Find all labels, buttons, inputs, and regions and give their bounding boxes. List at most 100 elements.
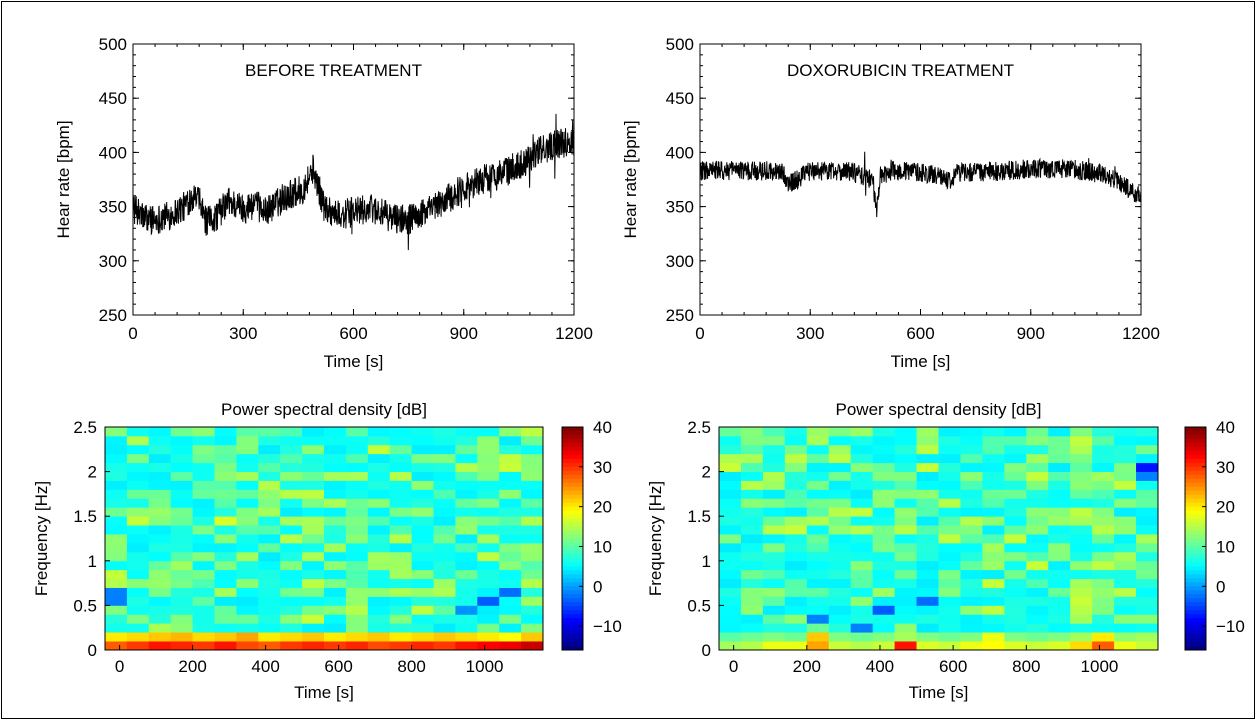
- heatmap-2-cell: [872, 534, 895, 544]
- heatmap-1-cell: [499, 614, 522, 624]
- heatmap-1-cell: [411, 614, 434, 624]
- heatmap-1-cell: [345, 632, 369, 642]
- heatmap-1-cell: [411, 641, 434, 651]
- heatmap-2-cell: [1136, 489, 1159, 499]
- heatmap-2-cell: [872, 444, 895, 455]
- heatmap-1-cell: [367, 435, 391, 446]
- heatmap-1-cell: [192, 525, 215, 535]
- heatmap-2-cell: [916, 587, 939, 597]
- line-chart-2-xtick-label: 600: [906, 324, 934, 343]
- heatmap-2-xtick-label: 1000: [1081, 657, 1119, 676]
- heatmap-1-cell: [302, 507, 325, 517]
- heatmap-1-cell: [345, 525, 369, 535]
- heatmap-2-cell: [982, 560, 1005, 571]
- heatmap-1-colorbar-step: [562, 642, 583, 647]
- heatmap-1-cell: [477, 578, 500, 588]
- heatmap-1-cell: [280, 453, 303, 464]
- heatmap-1-ylabel: Frequency [Hz]: [32, 481, 51, 596]
- heatmap-1-cell: [455, 542, 478, 553]
- heatmap-2-colorbar-step: [1185, 530, 1206, 536]
- heatmap-1-cell: [324, 453, 347, 464]
- heatmap-2-cell: [894, 560, 917, 571]
- heatmap-2-cell: [1114, 605, 1137, 615]
- heatmap-1-cell: [389, 435, 412, 446]
- heatmap-1-cell: [477, 489, 500, 499]
- heatmap-2-colorbar-step: [1185, 438, 1206, 444]
- heatmap-2-cell: [1048, 498, 1071, 508]
- heatmap-2-cell: [1026, 507, 1049, 517]
- heatmap-2-cell: [828, 516, 852, 526]
- heatmap-1-cell: [433, 462, 456, 472]
- heatmap-2-cell: [938, 542, 961, 553]
- heatmap-2-colorbar-step: [1185, 634, 1206, 639]
- heatmap-1-cell: [433, 480, 456, 490]
- heatmap-2-cell: [806, 623, 830, 633]
- heatmap-2-cell: [1026, 587, 1049, 597]
- heatmap-2-cell: [1048, 605, 1071, 615]
- heatmap-1-cell: [148, 480, 172, 490]
- heatmap-2-cell: [762, 569, 786, 580]
- heatmap-1-cell: [236, 525, 259, 535]
- heatmap-2-cell: [894, 542, 917, 553]
- heatmap-2-cell: [872, 569, 895, 580]
- heatmap-1-cell: [236, 498, 259, 508]
- heatmap-2-cell: [850, 516, 874, 526]
- heatmap-1-cell: [433, 614, 456, 624]
- heatmap-2-cell: [1092, 614, 1115, 624]
- heatmap-2-colorbar-label: 30: [1216, 458, 1235, 477]
- heatmap-1-cell: [280, 435, 303, 446]
- heatmap-2-xlabel: Time [s]: [909, 683, 969, 702]
- heatmap-1-cell: [367, 525, 391, 535]
- heatmap-1-cell: [148, 596, 172, 606]
- heatmap-1-cell: [280, 560, 303, 571]
- heatmap-2-cell: [1004, 489, 1027, 499]
- heatmap-2-cell: [850, 632, 874, 642]
- heatmap-2-colorbar-step: [1185, 638, 1206, 643]
- heatmap-1-cell: [105, 614, 128, 624]
- heatmap-1-colorbar-step: [562, 602, 583, 607]
- heatmap-2-cell: [960, 569, 983, 580]
- heatmap-1-cell: [192, 605, 215, 615]
- heatmap-2-cell: [784, 578, 808, 588]
- heatmap-2-cell: [828, 542, 852, 553]
- heatmap-2-cell: [850, 641, 874, 651]
- heatmap-1-cell: [411, 569, 434, 580]
- heatmap-1-cell: [148, 462, 172, 472]
- heatmap-1-cell: [499, 471, 522, 481]
- heatmap-2-cell: [1136, 641, 1159, 651]
- heatmap-2-cell: [740, 534, 764, 544]
- heatmap-1-cell: [389, 587, 412, 597]
- heatmap-2-cell: [806, 542, 830, 553]
- heatmap-1-cell: [302, 587, 325, 597]
- heatmap-1-cell: [433, 498, 456, 508]
- heatmap-2-colorbar-step: [1185, 458, 1206, 464]
- heatmap-2-cell: [1048, 435, 1071, 446]
- heatmap-2-cell: [982, 471, 1005, 481]
- heatmap-1-cell: [455, 534, 478, 544]
- heatmap-2-cell: [784, 462, 808, 472]
- heatmap-2-cell: [719, 614, 742, 624]
- heatmap-2-cell: [1026, 462, 1049, 472]
- heatmap-2-cell: [1026, 605, 1049, 615]
- heatmap-1-cell: [258, 480, 281, 490]
- heatmap-2-cell: [1048, 623, 1071, 633]
- heatmap-2-cell: [1114, 641, 1137, 651]
- heatmap-2-cell: [762, 578, 786, 588]
- heatmap-1-colorbar-label: 30: [593, 458, 612, 477]
- heatmap-1-cell: [258, 605, 281, 615]
- heatmap-1-cell: [126, 480, 150, 490]
- heatmap-2-cell: [916, 614, 939, 624]
- heatmap-2-cell: [1114, 435, 1137, 446]
- heatmap-2-cell: [872, 516, 895, 526]
- heatmap-2-cell: [894, 525, 917, 535]
- heatmap-1-cell: [433, 516, 456, 526]
- heatmap-2-cell: [828, 551, 852, 562]
- heatmap-1-cell: [192, 435, 215, 446]
- heatmap-2-colorbar-label: 0: [1216, 577, 1225, 596]
- heatmap-2-colorbar-step: [1185, 482, 1206, 488]
- heatmap-1-cell: [280, 551, 303, 562]
- heatmap-2-cell: [916, 569, 939, 580]
- heatmap-1-cell: [521, 587, 544, 597]
- heatmap-1-cell: [411, 507, 434, 517]
- heatmap-2-cell: [872, 480, 895, 490]
